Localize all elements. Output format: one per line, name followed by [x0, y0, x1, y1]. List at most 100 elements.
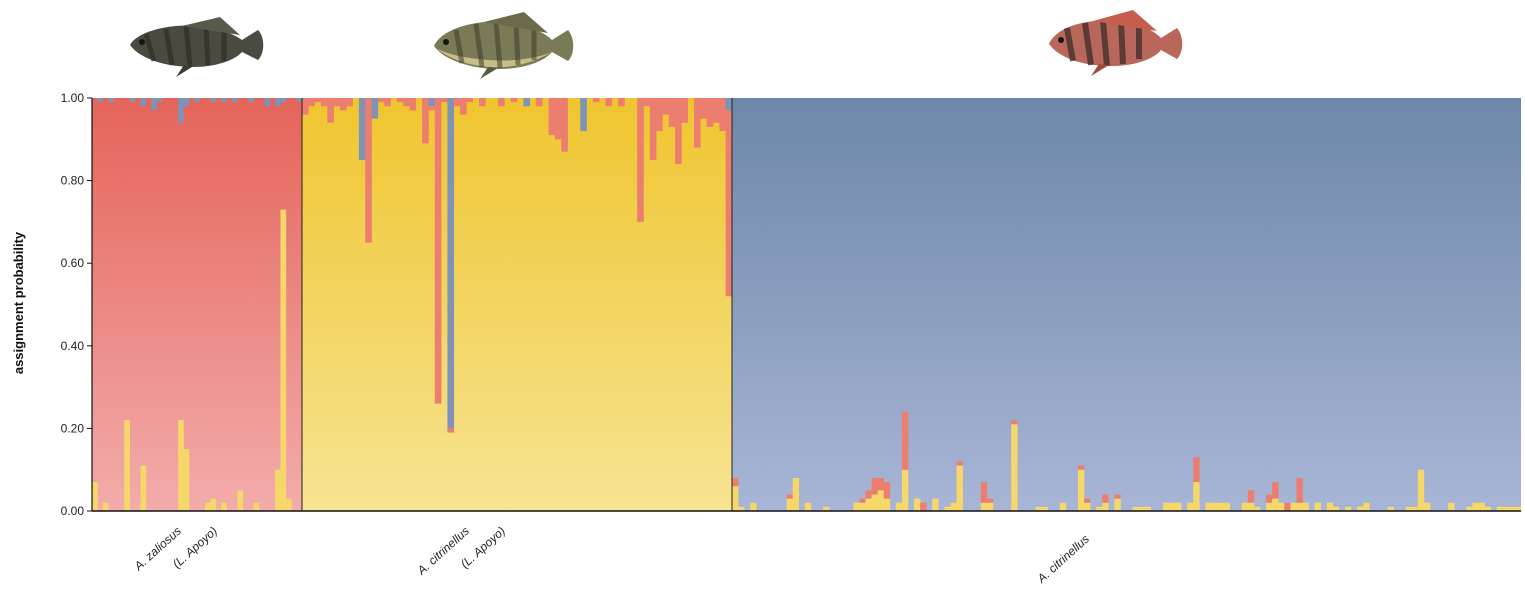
bar-segment — [1217, 502, 1224, 511]
bar-segment — [428, 98, 436, 107]
bar-segment — [1284, 502, 1291, 511]
bar-segment — [694, 98, 701, 148]
bar-segment — [1496, 506, 1504, 511]
bar-segment — [1296, 477, 1303, 503]
bar-segment — [656, 98, 663, 132]
bar-segment — [980, 502, 988, 511]
bar-segment — [944, 506, 951, 511]
bar-segment — [956, 465, 963, 511]
bar-segment — [1417, 469, 1425, 511]
bar-segment — [732, 486, 739, 511]
bar-segment — [877, 490, 885, 511]
bar-segment — [1241, 502, 1249, 511]
bar-segment — [129, 98, 136, 103]
bar-segment — [1175, 502, 1182, 511]
bar-segment — [853, 502, 860, 511]
bar-segment — [706, 98, 714, 127]
bar-segment — [986, 502, 994, 511]
bar-segment — [1423, 502, 1431, 511]
y-tick-label: 0.40 — [61, 339, 85, 353]
bar-segment — [950, 502, 957, 511]
bar-segment — [296, 98, 303, 103]
bar-segment — [409, 98, 417, 111]
bar-segment — [371, 98, 379, 119]
bar-segment — [1223, 502, 1230, 511]
y-tick-label: 0.60 — [61, 256, 85, 270]
bar-segment — [232, 98, 238, 103]
y-axis: 0.00 0.20 0.40 0.60 0.80 1.00 — [61, 91, 1521, 518]
bar-segment — [1326, 502, 1334, 511]
bar-segment — [865, 498, 872, 511]
bar-segment — [986, 498, 994, 503]
bar-segment — [580, 98, 587, 132]
dark-barred-cichlid-icon — [130, 17, 264, 77]
bar-segment — [308, 98, 315, 107]
bar-segment — [221, 98, 227, 103]
bar-segment — [1187, 502, 1194, 511]
bar-segment — [264, 98, 270, 107]
bar-segment — [124, 420, 130, 511]
bar-segment — [365, 98, 372, 243]
bar-segment — [1302, 502, 1309, 511]
bar-segment — [738, 506, 745, 511]
bar-segment — [786, 498, 793, 511]
bar-segment — [1247, 502, 1255, 511]
bar-segment — [447, 98, 455, 429]
bar-segment — [1132, 506, 1139, 511]
bar-segment — [156, 98, 163, 103]
bar-segment — [1411, 506, 1419, 511]
bar-segment — [178, 98, 184, 123]
bar-segment — [178, 420, 184, 511]
bar-segment — [1266, 502, 1273, 511]
bar-segment — [1084, 502, 1091, 511]
bar-segment — [956, 461, 963, 466]
bar-segment — [792, 477, 800, 511]
bar-segment — [333, 98, 341, 107]
bar-segment — [1102, 494, 1109, 503]
bar-segment — [237, 490, 244, 511]
bar-segment — [1114, 498, 1121, 511]
bar-segment — [1084, 498, 1091, 503]
bar-segment — [1211, 502, 1218, 511]
bar-segment — [804, 502, 812, 511]
bar-segment — [523, 98, 530, 107]
bar-segment — [1363, 502, 1370, 511]
bar-segment — [377, 98, 385, 103]
bar-segment — [732, 477, 739, 487]
bar-segment — [561, 98, 568, 152]
bar-segment — [441, 98, 448, 103]
bar-segment — [1138, 506, 1146, 511]
bar-segment — [320, 98, 328, 107]
bar-segment — [447, 428, 455, 433]
bar-segment — [314, 98, 322, 103]
bar-segment — [1290, 502, 1297, 511]
olive-cichlid-icon — [434, 12, 574, 79]
bar-segment — [140, 465, 147, 511]
y-axis-label: assignment probability — [11, 231, 26, 374]
bar-segment — [725, 110, 733, 297]
bar-segment — [302, 98, 309, 115]
bar-segment — [605, 98, 613, 107]
bar-segment — [719, 98, 726, 132]
bar-segment — [453, 98, 461, 107]
bar-segment — [871, 477, 878, 495]
bar-segment — [1011, 420, 1018, 425]
bar-segment — [358, 98, 366, 160]
bar-segment — [384, 98, 391, 107]
bar-segment — [510, 98, 518, 103]
bar-segment — [479, 98, 486, 107]
bar-segment — [396, 98, 404, 103]
bar-segment — [97, 98, 104, 103]
bar-segment — [883, 482, 891, 499]
bar-segment — [713, 98, 720, 123]
bar-segment — [901, 469, 909, 511]
bar-segment — [1035, 506, 1042, 511]
bar-segment — [725, 98, 733, 111]
bar-segment — [1011, 424, 1018, 511]
bar-segment — [877, 477, 885, 491]
group-label: A. citrinellus — [414, 524, 472, 578]
bar-segment — [403, 98, 410, 107]
bar-segment — [823, 506, 830, 511]
bar-segment — [1448, 502, 1455, 511]
bar-segment — [895, 502, 903, 511]
